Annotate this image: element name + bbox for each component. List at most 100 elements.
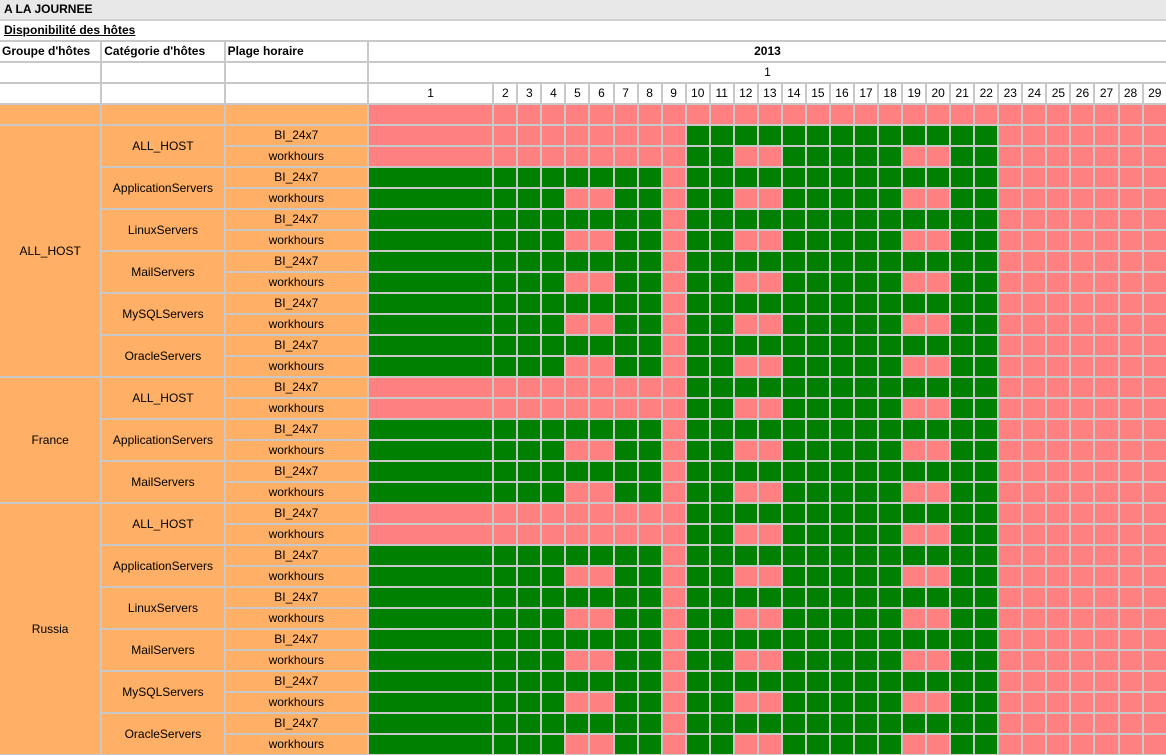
status-cell-available: [855, 567, 878, 586]
status-cell-available: [542, 231, 565, 250]
category-cell: MySQLServers: [102, 672, 224, 712]
status-cell-available: [614, 252, 637, 271]
status-cell-available: [368, 189, 493, 208]
status-cell-unavailable: [638, 525, 661, 544]
status-cell-unavailable: [1143, 336, 1166, 355]
status-cell-available: [806, 252, 829, 271]
status-cell-available: [566, 252, 589, 271]
status-cell-available: [686, 189, 709, 208]
status-cell-available: [855, 462, 878, 481]
timeslot-cell: workhours: [225, 273, 367, 292]
status-cell-unavailable: [1023, 525, 1046, 544]
status-cell-unavailable: [614, 525, 637, 544]
status-cell-available: [494, 357, 517, 376]
status-cell-available: [686, 609, 709, 628]
table-row: Russia ALL_HOST BI_24x7: [0, 504, 1166, 754]
table-row: ALL_HOST ALL_HOST BI_24x7: [0, 126, 1166, 376]
status-cell-available: [368, 420, 493, 439]
status-cell-available: [686, 588, 709, 607]
status-cell-unavailable: [662, 147, 685, 166]
status-cell-unavailable: [1119, 231, 1142, 250]
status-cell-available: [855, 273, 878, 292]
status-cell-available: [686, 231, 709, 250]
status-cell-unavailable: [903, 147, 926, 166]
status-cell-available: [518, 420, 541, 439]
status-cell-available: [903, 462, 926, 481]
table-row: workhours: [0, 525, 1166, 544]
status-cell-available: [879, 420, 902, 439]
status-cell-unavailable: [662, 714, 685, 733]
status-cell-available: [542, 735, 565, 754]
status-cell-available: [734, 336, 757, 355]
status-cell-unavailable: [662, 294, 685, 313]
status-cell-available: [855, 525, 878, 544]
status-cell-available: [975, 609, 998, 628]
status-cell-unavailable: [662, 420, 685, 439]
table-row: workhours: [0, 735, 1166, 754]
status-cell-unavailable: [368, 504, 493, 523]
status-cell-available: [518, 189, 541, 208]
status-cell-available: [686, 483, 709, 502]
status-cell-unavailable: [1143, 420, 1166, 439]
status-cell-available: [686, 672, 709, 691]
report-title: A LA JOURNEE: [0, 0, 1166, 21]
timeslot-cell: BI_24x7: [225, 546, 367, 565]
category-cell: [102, 105, 224, 124]
status-cell-available: [686, 546, 709, 565]
status-cell-unavailable: [903, 357, 926, 376]
status-cell-available: [368, 588, 493, 607]
status-cell-available: [368, 441, 493, 460]
status-cell-unavailable: [614, 399, 637, 418]
status-cell-unavailable: [542, 126, 565, 145]
status-cell-unavailable: [662, 315, 685, 334]
status-cell-available: [638, 630, 661, 649]
status-cell-unavailable: [734, 693, 757, 712]
status-cell-unavailable: [590, 651, 613, 670]
status-cell-available: [830, 525, 853, 544]
status-cell-unavailable: [1047, 147, 1070, 166]
status-cell-available: [806, 168, 829, 187]
status-cell-unavailable: [662, 462, 685, 481]
status-cell-unavailable: [368, 399, 493, 418]
status-cell-available: [590, 168, 613, 187]
status-cell-available: [614, 168, 637, 187]
status-cell-available: [927, 714, 950, 733]
status-cell-available: [686, 693, 709, 712]
status-cell-available: [614, 588, 637, 607]
day-header: 15: [806, 84, 829, 103]
day-header: 5: [566, 84, 589, 103]
table-row: workhours: [0, 357, 1166, 376]
status-cell-available: [494, 168, 517, 187]
status-cell-available: [782, 735, 805, 754]
status-cell-available: [686, 399, 709, 418]
status-cell-unavailable: [1023, 609, 1046, 628]
status-cell-unavailable: [1095, 147, 1118, 166]
status-cell-unavailable: [758, 525, 781, 544]
status-cell-available: [368, 336, 493, 355]
status-cell-unavailable: [368, 126, 493, 145]
status-cell-available: [710, 294, 733, 313]
status-cell-unavailable: [1095, 651, 1118, 670]
timeslot-cell: workhours: [225, 189, 367, 208]
timeslot-cell: workhours: [225, 525, 367, 544]
status-cell-available: [927, 462, 950, 481]
status-cell-unavailable: [368, 525, 493, 544]
status-cell-unavailable: [1023, 651, 1046, 670]
day-header: 7: [614, 84, 637, 103]
status-cell-available: [806, 462, 829, 481]
status-cell-available: [975, 588, 998, 607]
status-cell-unavailable: [927, 273, 950, 292]
status-cell-available: [855, 420, 878, 439]
status-cell-available: [758, 252, 781, 271]
status-cell-available: [758, 504, 781, 523]
status-cell-unavailable: [1119, 567, 1142, 586]
status-cell-available: [879, 336, 902, 355]
status-cell-unavailable: [903, 693, 926, 712]
status-cell-unavailable: [518, 105, 541, 124]
status-cell-available: [710, 315, 733, 334]
day-header: 3: [518, 84, 541, 103]
status-cell-unavailable: [758, 651, 781, 670]
status-cell-unavailable: [1071, 294, 1094, 313]
status-cell-unavailable: [1047, 420, 1070, 439]
status-cell-available: [782, 315, 805, 334]
